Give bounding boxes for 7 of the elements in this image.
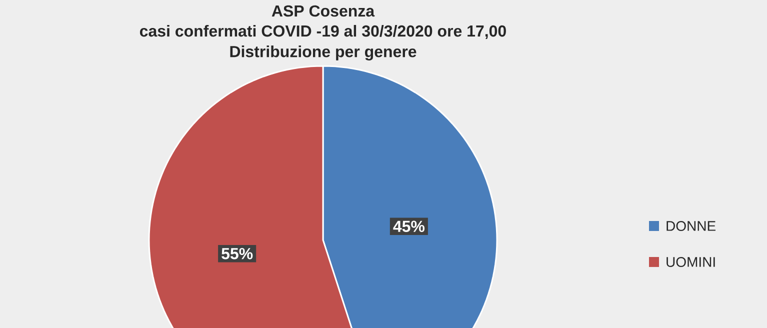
text: Distribuzione per genere xyxy=(230,46,416,60)
data-label: 45% xyxy=(393,220,425,232)
data-label: 55% xyxy=(222,248,253,260)
chart-subtitle: casi confermati COVID -19 al 30/3/2020 ore 17,00 xyxy=(140,24,506,40)
legend-label: DONNE xyxy=(666,221,716,231)
legend-label: UOMINI xyxy=(666,257,715,267)
chart-title: ASP Cosenza xyxy=(272,5,375,17)
